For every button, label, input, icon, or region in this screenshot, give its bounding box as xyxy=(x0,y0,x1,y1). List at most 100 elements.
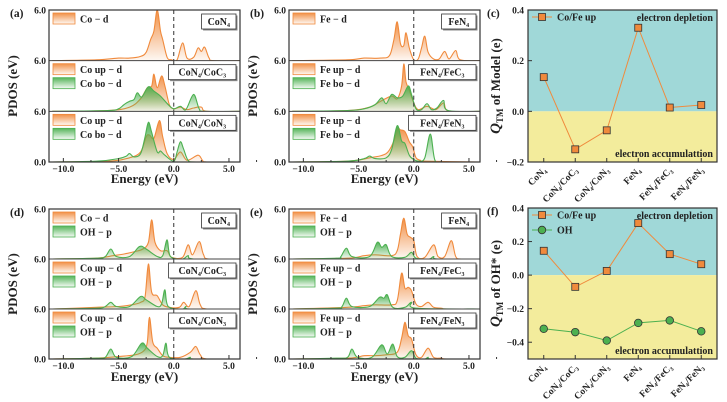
legend-swatch xyxy=(292,63,316,76)
legend-label: Fe up − d xyxy=(320,264,361,275)
panel-a: (a) Co − d CoN₄ Co up − d Co bo − d CoN₄/CoC₃… xyxy=(5,7,258,186)
pdos-line xyxy=(292,321,480,359)
pdos-area xyxy=(53,10,214,61)
structure-label: FeN₄/FeN₃ xyxy=(420,118,464,129)
legend-label: OH − p xyxy=(320,328,352,339)
structure-label: FeN₄/FeC₃ xyxy=(420,68,464,79)
pdos-area xyxy=(294,21,466,61)
pdos-curves xyxy=(49,120,240,163)
pdos-area xyxy=(289,218,480,259)
y-tick-label: 6.0 xyxy=(34,7,46,17)
y-tick-label: 0.2 xyxy=(512,57,524,67)
structure-label: CoN₄ xyxy=(208,216,230,227)
pdos-subplot: Fe up − d OH − p FeN₄/FeC₃ xyxy=(289,258,480,309)
y-tick-label: 0.0 xyxy=(512,108,524,118)
category-label: FeN₄ xyxy=(622,166,643,187)
legend-swatch xyxy=(52,325,76,338)
y-axis-label: PDOS (eV) xyxy=(5,55,20,117)
y-tick-label: 6.0 xyxy=(274,206,286,216)
plot-frame xyxy=(48,9,241,163)
legend-label: Fe − d xyxy=(320,214,347,225)
label-box xyxy=(168,114,237,131)
x-tick-label: −5.0 xyxy=(350,362,368,372)
panel-letter: (a) xyxy=(10,8,24,20)
legend-label: Fe bo − d xyxy=(320,130,360,141)
legend-label: Co − d xyxy=(80,214,109,225)
category-label: FeN₄ xyxy=(622,363,643,384)
y-tick-label: 6.0 xyxy=(34,256,46,266)
depletion-label: electron depletion xyxy=(637,13,714,24)
legend-swatch xyxy=(52,261,76,274)
legend-swatch xyxy=(292,77,316,90)
structure-label: CoN₄/CoN₃ xyxy=(178,118,226,129)
label-box xyxy=(408,114,477,131)
plot-frame xyxy=(527,9,718,163)
pdos-curves xyxy=(52,10,240,61)
pdos-subplot: Co up − d OH − p CoN₄/CoC₃ xyxy=(49,258,240,309)
category-label: CoN₄ xyxy=(527,363,549,385)
legend-swatch xyxy=(292,127,316,140)
y-tick-label: 0.0 xyxy=(274,159,286,169)
legend-label: Fe up − d xyxy=(320,65,361,76)
pdos-subplot: Co up − d Co bo − d CoN₄/CoN₃ xyxy=(49,110,240,163)
y-axis-label: QTM of Model (e) xyxy=(488,38,505,134)
legend-marker xyxy=(538,13,546,21)
x-tick-label: 0.0 xyxy=(168,362,180,372)
y-tick-label: 6.0 xyxy=(274,57,286,67)
legend-swatch xyxy=(292,113,316,126)
plot-frame xyxy=(527,207,718,360)
category-label: FeN₄/FeN₃ xyxy=(670,166,707,203)
pdos-curves xyxy=(49,219,240,259)
legend-label: Fe up − d xyxy=(320,314,361,325)
legend-swatch xyxy=(292,325,316,338)
pdos-curves xyxy=(49,316,240,359)
y-tick-label: 0.0 xyxy=(512,272,524,282)
pdos-curves xyxy=(289,63,480,112)
depletion-label: electron depletion xyxy=(637,211,714,222)
legend-swatch xyxy=(52,275,76,288)
pdos-line xyxy=(292,85,480,112)
structure-label: FeN₄/FeN₃ xyxy=(420,316,464,327)
pdos-area xyxy=(49,239,240,259)
depletion-region xyxy=(528,208,717,276)
x-axis-label: Energy (eV) xyxy=(351,171,419,186)
x-tick-label: 5.0 xyxy=(463,362,475,372)
y-axis-label: PDOS (eV) xyxy=(245,55,260,117)
pdos-line xyxy=(52,219,240,259)
pdos-area xyxy=(49,86,240,112)
legend-label: Co bo − d xyxy=(80,79,122,90)
x-tick-label: −5.0 xyxy=(110,165,128,175)
legend-swatch xyxy=(52,311,76,324)
panel-c: (c) electron depletion electron accumulatt… xyxy=(487,7,718,205)
legend-label: Fe bo − d xyxy=(320,79,360,90)
legend-marker xyxy=(537,225,547,235)
y-tick-label: 6.0 xyxy=(274,306,286,316)
accumulation-label: electron accumulattion xyxy=(615,346,713,357)
structure-label: FeN₄/FeC₃ xyxy=(420,266,464,277)
y-tick-label: −0.2 xyxy=(507,159,525,169)
legend-swatch xyxy=(292,225,316,238)
label-box xyxy=(408,64,477,81)
category-label: FeN₄/FeN₃ xyxy=(670,363,707,400)
data-point-square xyxy=(571,145,580,154)
x-tick-label: 5.0 xyxy=(463,165,475,175)
legend-label: Co up − d xyxy=(80,264,123,275)
pdos-curves xyxy=(289,125,480,163)
data-point-square xyxy=(602,126,611,135)
structure-label: FeN₄ xyxy=(448,216,469,227)
pdos-area xyxy=(289,125,480,163)
y-axis-label-subscript: TM xyxy=(495,301,505,316)
pdos-line xyxy=(292,241,480,259)
pdos-curves xyxy=(49,263,240,309)
category-label: CoN₄ xyxy=(527,166,549,188)
y-tick-label: 0.2 xyxy=(512,238,524,248)
data-point-square xyxy=(634,23,643,32)
legend-label: Fe up − d xyxy=(320,116,361,127)
x-tick-label: 0.0 xyxy=(408,362,420,372)
label-box xyxy=(408,312,477,329)
data-point-square xyxy=(665,103,674,112)
legend-swatch xyxy=(292,261,316,274)
y-axis-label-symbol: Q xyxy=(488,316,504,327)
x-tick-label: 5.0 xyxy=(223,362,235,372)
pdos-subplot: Co up − d OH − p CoN₄/CoN₃ xyxy=(49,308,240,359)
